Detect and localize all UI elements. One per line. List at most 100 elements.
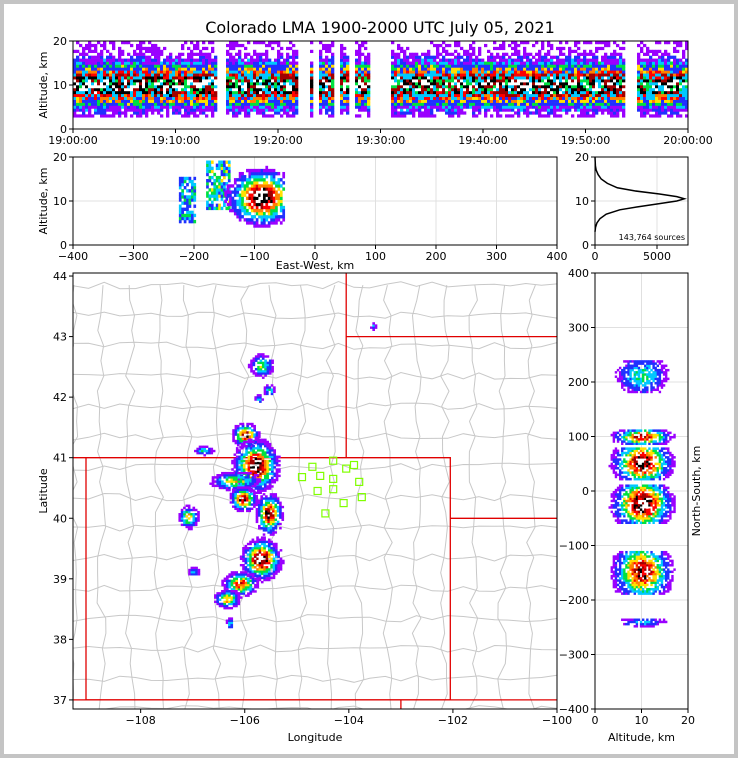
density-cell bbox=[322, 93, 326, 98]
density-cell bbox=[394, 67, 398, 71]
density-cell bbox=[79, 96, 83, 100]
density-cell bbox=[85, 114, 89, 118]
density-cell bbox=[559, 96, 563, 100]
density-cell bbox=[415, 61, 419, 65]
density-cell bbox=[266, 368, 270, 371]
density-cell bbox=[163, 102, 167, 106]
density-cell bbox=[232, 82, 236, 86]
density-cell bbox=[679, 82, 683, 86]
density-cell bbox=[538, 58, 542, 62]
density-cell bbox=[577, 105, 581, 109]
density-cell bbox=[188, 195, 192, 199]
density-cell bbox=[243, 218, 247, 222]
density-cell bbox=[418, 114, 422, 118]
density-cell bbox=[183, 219, 187, 224]
density-cell bbox=[448, 99, 452, 103]
density-cell bbox=[502, 105, 506, 109]
density-cell bbox=[412, 64, 416, 68]
density-cell bbox=[244, 114, 248, 118]
density-cell bbox=[127, 96, 131, 100]
density-cell bbox=[643, 52, 647, 56]
density-cell bbox=[679, 114, 683, 118]
density-cell bbox=[502, 87, 506, 92]
density-cell bbox=[430, 61, 434, 65]
density-cell bbox=[553, 70, 557, 74]
density-cell bbox=[325, 49, 329, 54]
density-cell bbox=[100, 55, 104, 59]
density-cell bbox=[427, 49, 431, 54]
density-cell bbox=[166, 108, 170, 112]
density-cell bbox=[538, 70, 542, 74]
density-cell bbox=[247, 99, 251, 103]
density-cell bbox=[541, 90, 545, 95]
density-cell bbox=[295, 87, 299, 92]
density-cell bbox=[451, 87, 455, 92]
density-cell bbox=[361, 41, 365, 45]
density-cell bbox=[241, 43, 245, 48]
density-cell bbox=[406, 76, 410, 80]
density-cell bbox=[319, 73, 323, 77]
density-cell bbox=[235, 102, 239, 106]
density-cell bbox=[403, 90, 407, 95]
density-cell bbox=[271, 108, 275, 112]
density-cell bbox=[202, 79, 206, 83]
density-cell bbox=[421, 76, 425, 80]
density-cell bbox=[166, 111, 170, 115]
density-cell bbox=[322, 79, 326, 83]
density-cell bbox=[236, 444, 240, 447]
density-cell bbox=[577, 87, 581, 92]
density-cell bbox=[274, 90, 278, 95]
density-cell bbox=[643, 90, 647, 95]
density-cell bbox=[241, 87, 245, 92]
density-cell bbox=[400, 64, 404, 68]
density-cell bbox=[130, 85, 134, 89]
density-cell bbox=[619, 46, 623, 51]
density-cell bbox=[529, 105, 533, 109]
density-cell bbox=[646, 87, 650, 92]
density-cell bbox=[415, 64, 419, 68]
density-cell bbox=[508, 114, 512, 118]
density-cell bbox=[136, 85, 140, 89]
density-cell bbox=[250, 215, 254, 219]
density-cell bbox=[103, 61, 107, 65]
density-cell bbox=[257, 353, 260, 356]
density-cell bbox=[234, 427, 238, 430]
density-cell bbox=[184, 58, 188, 62]
density-cell bbox=[346, 64, 350, 68]
density-cell bbox=[487, 58, 491, 62]
density-cell bbox=[265, 187, 269, 191]
density-cell bbox=[424, 99, 428, 103]
density-cell bbox=[280, 85, 284, 89]
density-cell bbox=[280, 52, 284, 56]
density-cell bbox=[592, 67, 596, 71]
density-cell bbox=[115, 79, 119, 83]
density-cell bbox=[100, 108, 104, 112]
density-cell bbox=[409, 93, 413, 98]
density-cell bbox=[331, 87, 335, 92]
density-cell bbox=[139, 43, 143, 48]
density-cell bbox=[448, 79, 452, 83]
density-cell bbox=[246, 424, 249, 428]
density-cell bbox=[142, 61, 146, 65]
density-cell bbox=[460, 105, 464, 109]
density-cell bbox=[511, 64, 515, 68]
density-cell bbox=[199, 96, 203, 100]
density-cell bbox=[154, 79, 158, 83]
density-cell bbox=[571, 93, 575, 98]
density-cell bbox=[160, 82, 164, 86]
density-cell bbox=[252, 466, 255, 469]
density-cell bbox=[184, 105, 188, 109]
density-cell bbox=[231, 208, 235, 213]
density-cell bbox=[577, 90, 581, 95]
density-cell bbox=[583, 82, 587, 86]
density-cell bbox=[409, 99, 413, 103]
density-cell bbox=[247, 451, 251, 454]
density-cell bbox=[565, 85, 569, 89]
density-cell bbox=[460, 108, 464, 112]
density-cell bbox=[559, 58, 563, 62]
density-cell bbox=[517, 43, 521, 48]
density-cell bbox=[142, 79, 146, 83]
density-cell bbox=[562, 73, 566, 77]
density-cell bbox=[346, 102, 350, 106]
density-cell bbox=[232, 64, 236, 68]
